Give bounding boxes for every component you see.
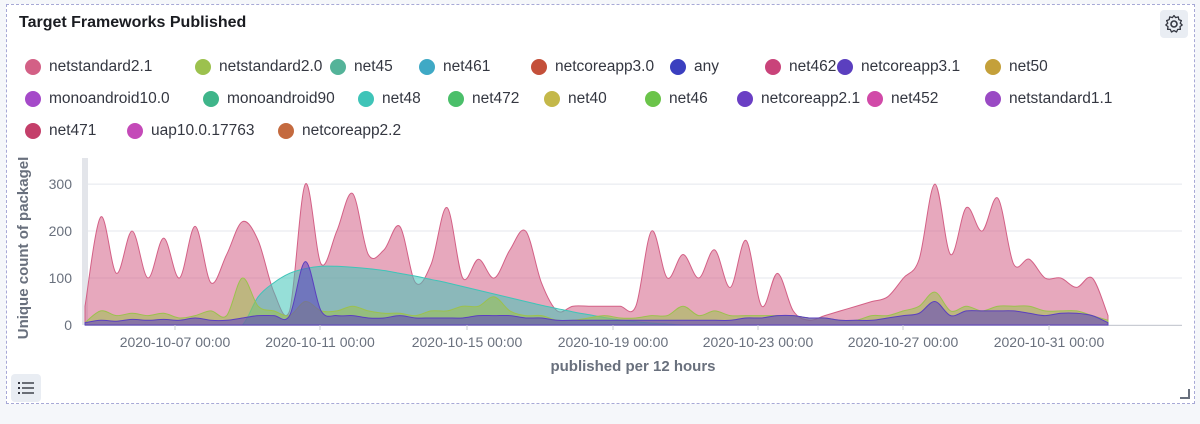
legend-item-net452[interactable]: net452 <box>867 87 938 111</box>
legend-item-monoandroid10-0[interactable]: monoandroid10.0 <box>25 87 170 111</box>
legend-swatch <box>278 123 294 139</box>
legend-label: net46 <box>669 90 708 107</box>
legend-item-net472[interactable]: net472 <box>448 87 519 111</box>
y-tick-label: 200 <box>49 223 73 239</box>
legend-label: uap10.0.17763 <box>151 122 255 139</box>
legend-swatch <box>25 59 41 75</box>
x-tick-label: 2020-10-07 00:00 <box>120 334 231 350</box>
legend-swatch <box>765 59 781 75</box>
legend-swatch <box>203 91 219 107</box>
x-tick-label: 2020-10-31 00:00 <box>994 334 1105 350</box>
legend-item-net40[interactable]: net40 <box>544 87 607 111</box>
list-icon-glyph <box>18 382 34 394</box>
legend-item-netcoreapp3-1[interactable]: netcoreapp3.1 <box>837 55 960 79</box>
legend-item-netcoreapp2-1[interactable]: netcoreapp2.1 <box>737 87 860 111</box>
y-axis-brush <box>82 158 88 325</box>
y-tick-label: 100 <box>49 270 73 286</box>
y-tick-label: 300 <box>49 176 73 192</box>
legend-label: monoandroid90 <box>227 90 335 107</box>
legend-swatch <box>419 59 435 75</box>
legend-label: net40 <box>568 90 607 107</box>
series-area-netstandard2-0 <box>84 277 1109 326</box>
gear-icon[interactable] <box>1160 10 1188 38</box>
legend-label: net461 <box>443 58 491 75</box>
legend-item-netstandard2-1[interactable]: netstandard2.1 <box>25 55 152 79</box>
legend-item-net461[interactable]: net461 <box>419 55 490 79</box>
legend-swatch <box>195 59 211 75</box>
legend-swatch <box>544 91 560 107</box>
legend-label: netstandard1.1 <box>1009 90 1113 107</box>
legend-item-net471[interactable]: net471 <box>25 119 96 143</box>
legend-swatch <box>670 59 686 75</box>
legend-item-net46[interactable]: net46 <box>645 87 708 111</box>
legend-item-net45[interactable]: net45 <box>330 55 393 79</box>
legend-swatch <box>127 123 143 139</box>
gear-icon-glyph <box>1165 14 1183 33</box>
x-tick-label: 2020-10-23 00:00 <box>703 334 814 350</box>
legend-label: monoandroid10.0 <box>49 90 170 107</box>
legend-item-netcoreapp2-2[interactable]: netcoreapp2.2 <box>278 119 401 143</box>
resize-handle-icon[interactable] <box>1180 389 1190 399</box>
legend-swatch <box>448 91 464 107</box>
legend-swatch <box>645 91 661 107</box>
legend-item-uap10-0-17763[interactable]: uap10.0.17763 <box>127 119 254 143</box>
legend-item-net48[interactable]: net48 <box>358 87 421 111</box>
legend-label: net472 <box>472 90 520 107</box>
legend-label: net50 <box>1009 58 1048 75</box>
legend-swatch <box>330 59 346 75</box>
y-axis-title: Unique count of packageI <box>15 157 32 340</box>
legend-item-any[interactable]: any <box>670 55 719 79</box>
legend-label: net45 <box>354 58 393 75</box>
legend-swatch <box>531 59 547 75</box>
legend-label: net452 <box>891 90 939 107</box>
legend-label: netcoreapp3.0 <box>555 58 655 75</box>
legend-label: net462 <box>789 58 837 75</box>
legend-swatch <box>358 91 374 107</box>
legend-item-netstandard1-1[interactable]: netstandard1.1 <box>985 87 1112 111</box>
legend-item-net462[interactable]: net462 <box>765 55 836 79</box>
legend-item-netcoreapp3-0[interactable]: netcoreapp3.0 <box>531 55 654 79</box>
legend-item-monoandroid90[interactable]: monoandroid90 <box>203 87 335 111</box>
legend-label: netcoreapp3.1 <box>861 58 961 75</box>
legend-label: netstandard2.0 <box>219 58 323 75</box>
legend-swatch <box>25 91 41 107</box>
legend-swatch <box>25 123 41 139</box>
panel-title: Target Frameworks Published <box>19 14 247 31</box>
list-icon[interactable] <box>11 374 41 402</box>
legend-swatch <box>737 91 753 107</box>
y-tick-label: 0 <box>64 317 72 333</box>
legend-item-netstandard2-0[interactable]: netstandard2.0 <box>195 55 322 79</box>
x-tick-label: 2020-10-27 00:00 <box>848 334 959 350</box>
x-tick-label: 2020-10-15 00:00 <box>412 334 523 350</box>
legend-label: net471 <box>49 122 97 139</box>
legend-label: any <box>694 58 719 75</box>
legend-swatch <box>985 91 1001 107</box>
legend-swatch <box>837 59 853 75</box>
x-axis-title: published per 12 hours <box>550 358 715 375</box>
series-area-netcoreapp3-1 <box>84 261 1109 326</box>
legend-swatch <box>985 59 1001 75</box>
legend-label: netstandard2.1 <box>49 58 153 75</box>
legend-label: net48 <box>382 90 421 107</box>
legend-swatch <box>867 91 883 107</box>
x-tick-label: 2020-10-19 00:00 <box>558 334 669 350</box>
legend-label: netcoreapp2.2 <box>302 122 402 139</box>
x-tick-label: 2020-10-11 00:00 <box>265 334 375 350</box>
legend-label: netcoreapp2.1 <box>761 90 861 107</box>
legend-item-net50[interactable]: net50 <box>985 55 1048 79</box>
